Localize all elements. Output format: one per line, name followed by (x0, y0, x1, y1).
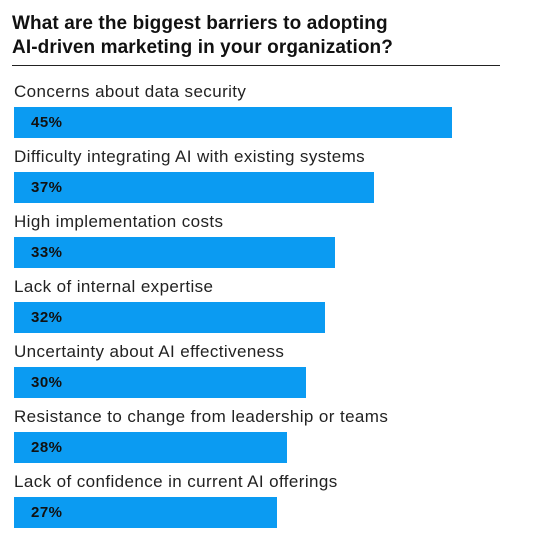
data-label: 32% (31, 309, 63, 326)
bar-row: Lack of confidence in current AI offerin… (12, 472, 500, 537)
data-label: 30% (31, 374, 63, 391)
category-label: Lack of internal expertise (14, 277, 214, 296)
bar: 32% (14, 302, 326, 333)
data-label: 45% (31, 114, 63, 131)
data-label: 28% (31, 439, 63, 456)
bar-row: Uncertainty about AI effectiveness 30% (12, 342, 500, 407)
data-label: 33% (31, 244, 63, 261)
category-label: Uncertainty about AI effectiveness (14, 342, 285, 361)
category-label: High implementation costs (14, 212, 224, 231)
bar: 28% (14, 432, 287, 463)
category-label: Difficulty integrating AI with existing … (14, 147, 366, 166)
category-label: Lack of confidence in current AI offerin… (14, 472, 338, 491)
category-label: Concerns about data security (14, 82, 247, 101)
bar-row: Difficulty integrating AI with existing … (12, 147, 500, 212)
bar-row: Resistance to change from leadership or … (12, 407, 500, 472)
bar: 33% (14, 237, 336, 268)
bar-row: Concerns about data security 45% (12, 82, 500, 147)
bar: 27% (14, 497, 277, 528)
data-label: 37% (31, 179, 63, 196)
bar-row: Lack of internal expertise 32% (12, 277, 500, 342)
chart-title: What are the biggest barriers to adoptin… (12, 12, 500, 66)
chart-items: Concerns about data security 45% Difficult… (12, 82, 500, 537)
bar: 45% (14, 107, 452, 138)
bar: 30% (14, 367, 306, 398)
bar: 37% (14, 172, 375, 203)
bar-chart: What are the biggest barriers to adoptin… (12, 12, 500, 537)
bar-row: High implementation costs 33% (12, 212, 500, 277)
category-label: Resistance to change from leadership or … (14, 407, 389, 426)
data-label: 27% (31, 504, 63, 521)
